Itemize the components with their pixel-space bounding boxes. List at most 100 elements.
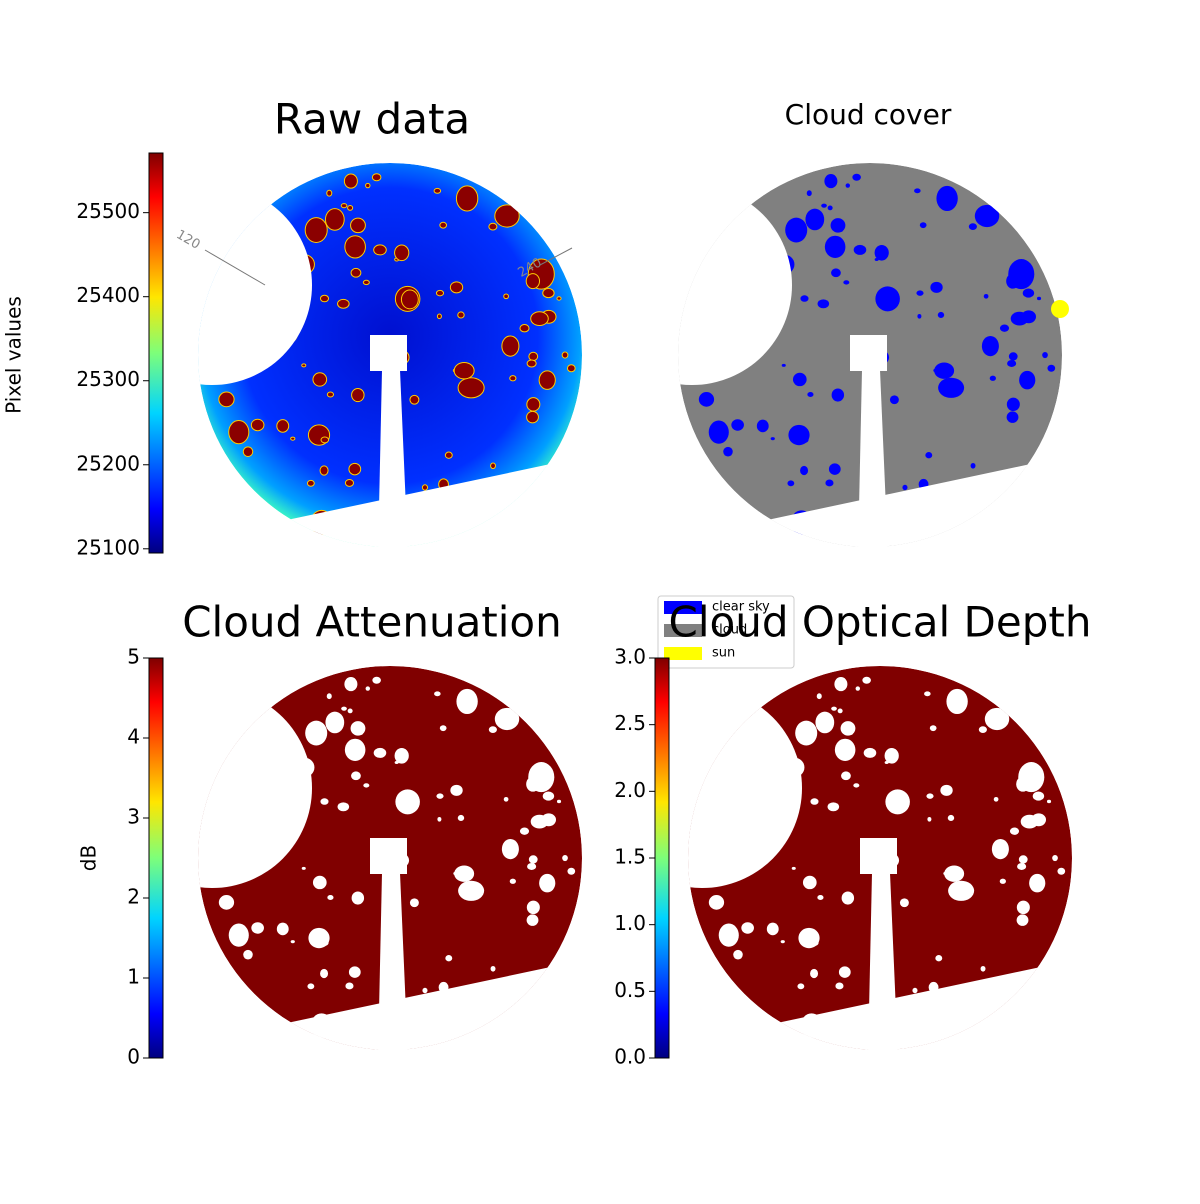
blob [821,203,827,208]
blob [228,923,249,947]
blob [1032,791,1045,801]
blob [326,693,332,700]
tick-label: 2.0 [614,778,646,802]
blob [831,706,837,711]
mask-pillar [378,370,408,555]
sky-image [198,666,582,1050]
panel: Raw data 25100 25200 25300 25400 25500 Pixel v… [2,95,582,559]
blob [1008,352,1018,361]
blob [351,891,365,905]
angle-line [539,247,573,266]
blob [807,392,814,398]
blob [344,738,366,762]
blob [816,693,822,700]
blob [445,955,453,962]
blob [457,814,465,822]
legend-swatch [664,601,702,614]
blob [1052,855,1058,862]
sun-marker [1051,300,1069,318]
blob [350,217,366,234]
blob [503,293,509,300]
blob [838,966,851,978]
blob [365,686,371,691]
blob [881,290,899,309]
tick-label: 25500 [76,199,140,223]
blob [305,720,328,746]
blob [914,188,921,194]
blob [863,747,877,758]
blob [326,189,333,197]
blob [968,223,977,231]
blob [444,451,453,459]
blob [325,711,345,734]
tick-label: 25100 [76,535,140,559]
blob [824,173,838,189]
blob [538,370,556,390]
legend-swatch [664,624,702,637]
panel-title: Raw data [274,95,470,144]
blob [341,706,347,711]
blob [785,217,808,243]
blob [698,392,715,407]
blob [490,965,496,972]
blob [344,235,366,259]
blob [494,707,520,731]
blob [862,676,871,684]
sky-image [198,163,582,547]
blob [718,923,739,947]
blob [835,982,844,990]
blob [307,983,315,990]
blob [840,721,856,736]
blob [841,771,851,781]
blob [320,968,329,979]
blob [926,793,934,799]
blob [530,311,549,327]
legend-swatch [664,647,702,660]
blob [337,802,350,812]
blob [365,182,371,189]
blob [731,419,744,431]
blob [1019,370,1036,390]
tick-label: 5 [127,645,140,669]
panel: Cloud Attenuation 0 1 2 3 4 5 dB [77,598,582,1069]
blob [800,465,809,476]
colorbar-label: dB [77,845,101,871]
blob [526,397,541,412]
blob [795,720,818,746]
blob [824,235,846,259]
blob [306,479,315,487]
blob [853,783,860,788]
blob [828,463,841,475]
blob [810,968,819,979]
blob [490,462,496,470]
blob [373,244,387,256]
blob [852,173,861,181]
blob [276,922,289,936]
blob [936,185,958,212]
blob [1007,359,1017,367]
blob [320,798,329,805]
blob [519,324,530,333]
blob [526,359,537,368]
blob [1018,855,1028,864]
blob [1006,273,1020,289]
blob [801,437,809,443]
blob [1057,867,1066,875]
blob [791,866,796,870]
blob [530,814,549,829]
blob [806,190,812,197]
blob [347,708,353,714]
blob [421,484,429,491]
blob [800,295,809,302]
blob [509,878,516,884]
blob [290,436,296,441]
tick-label: 1 [127,965,140,989]
blob [488,222,498,231]
blob [938,377,965,398]
blob [899,898,909,908]
blob [394,244,410,262]
blob [326,391,335,398]
blob [787,480,795,487]
mask-notch [198,688,312,888]
blob [394,747,409,764]
